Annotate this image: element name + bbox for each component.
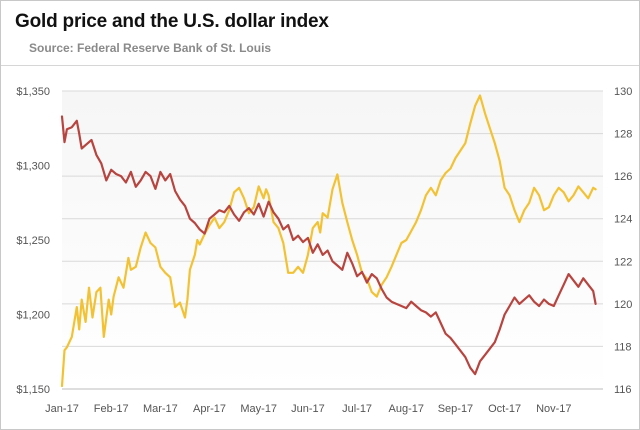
x-axis-tick-label: Aug-17 [389,403,424,415]
x-axis-tick-label: May-17 [240,403,277,415]
x-axis-tick-label: Nov-17 [536,403,571,415]
x-axis-tick-label: Jun-17 [291,403,325,415]
right-axis-tick-label: 122 [614,256,632,268]
chart-title: Gold price and the U.S. dollar index [15,11,329,32]
left-axis-tick-label: $1,200 [16,310,50,322]
left-axis-ticks: $1,150 $1,200 $1,250 $1,300 $1,350 [16,86,50,396]
gold-price-series-line [60,94,597,388]
right-axis-tick-label: 116 [614,384,632,396]
x-axis-tick-label: Jul-17 [342,403,372,415]
x-axis-tick-label: Jan-17 [45,403,79,415]
grid-lines [62,90,603,390]
right-axis-ticks: 116 118 120 122 124 126 128 130 [614,86,632,396]
x-axis-tick-label: Sep-17 [438,403,473,415]
left-axis-tick-label: $1,150 [16,384,50,396]
x-axis-ticks: Jan-17 Feb-17 Mar-17 Apr-17 May-17 Jun-17 Jul-… [45,403,571,415]
header-divider [1,65,639,66]
right-axis-tick-label: 128 [614,129,632,141]
x-axis-tick-label: Feb-17 [94,403,129,415]
x-axis-tick-label: Mar-17 [143,403,178,415]
series-lines [60,94,597,388]
dollar-index-series-line [60,115,597,376]
left-axis-tick-label: $1,350 [16,86,50,98]
right-axis-tick-label: 126 [614,171,632,183]
chart-subtitle: Source: Federal Reserve Bank of St. Loui… [29,41,272,55]
left-axis-tick-label: $1,300 [16,161,50,173]
x-axis-tick-label: Apr-17 [193,403,226,415]
plot-area [62,91,603,389]
right-axis-tick-label: 118 [614,341,632,353]
right-axis-tick-label: 124 [614,214,632,226]
right-axis-tick-label: 120 [614,299,632,311]
right-axis-tick-label: 130 [614,86,632,98]
left-axis-tick-label: $1,250 [16,235,50,247]
x-axis-tick-label: Oct-17 [488,403,521,415]
